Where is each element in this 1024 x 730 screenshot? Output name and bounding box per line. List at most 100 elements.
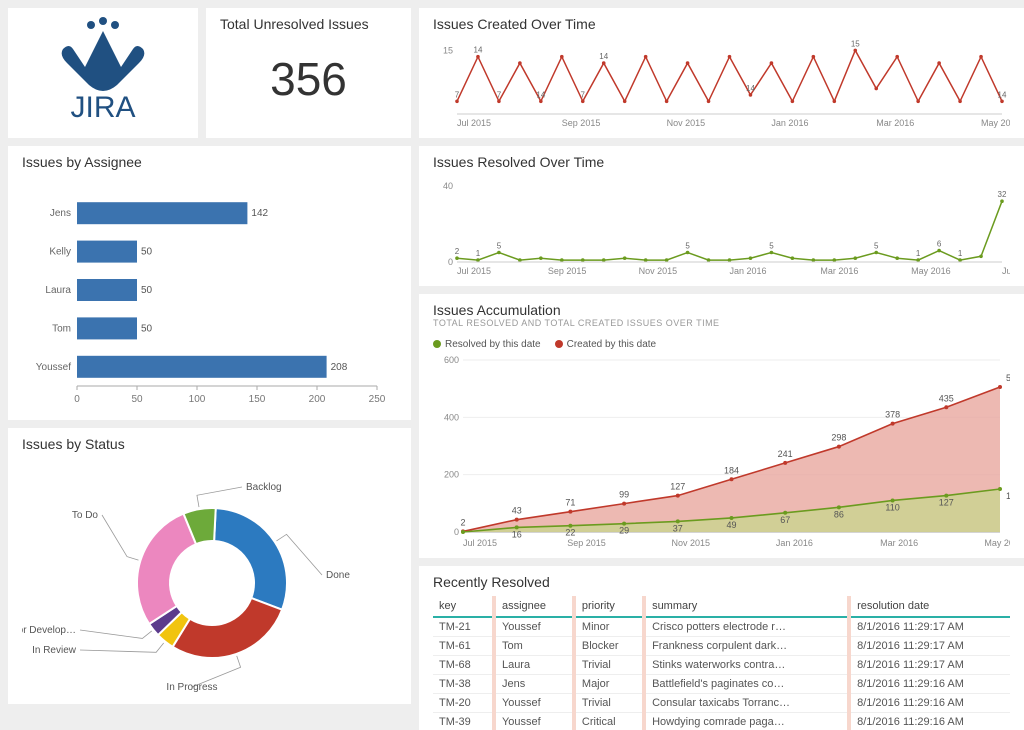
status-label: Backlog bbox=[246, 482, 282, 493]
svg-text:67: 67 bbox=[780, 515, 790, 525]
svg-text:Mar 2016: Mar 2016 bbox=[880, 538, 918, 548]
table-row[interactable]: TM-21YoussefMinorCrisco potters electrod… bbox=[433, 617, 1010, 637]
svg-text:506: 506 bbox=[1006, 373, 1010, 383]
accum-chart[interactable]: 0200400600243719912718424129837843550616… bbox=[433, 354, 1010, 554]
recent-table[interactable]: keyassigneeprioritysummaryresolution dat… bbox=[433, 596, 1010, 730]
svg-text:0: 0 bbox=[454, 527, 459, 537]
table-cell: TM-61 bbox=[433, 637, 494, 656]
svg-text:5: 5 bbox=[874, 242, 879, 251]
table-header[interactable]: key bbox=[433, 596, 494, 617]
assignee-value: 50 bbox=[141, 247, 153, 258]
table-row[interactable]: TM-39YoussefCriticalHowdying comrade pag… bbox=[433, 713, 1010, 730]
resolved-title: Issues Resolved Over Time bbox=[433, 154, 1010, 170]
assignee-chart[interactable]: 050100150200250Jens142Kelly50Laura50Tom5… bbox=[22, 176, 397, 414]
table-cell: TM-38 bbox=[433, 675, 494, 694]
legend-item: Created by this date bbox=[555, 339, 657, 350]
svg-text:37: 37 bbox=[673, 523, 683, 533]
created-card: Issues Created Over Time 157147147141415… bbox=[419, 8, 1024, 138]
svg-text:May 2016: May 2016 bbox=[981, 118, 1010, 128]
svg-text:Sep 2015: Sep 2015 bbox=[567, 538, 606, 548]
svg-text:6: 6 bbox=[937, 240, 942, 249]
assignee-card: Issues by Assignee 050100150200250Jens14… bbox=[8, 146, 411, 420]
svg-text:0: 0 bbox=[448, 257, 453, 267]
assignee-label: Jens bbox=[50, 208, 71, 219]
table-cell: Trivial bbox=[574, 694, 644, 713]
table-header[interactable]: resolution date bbox=[849, 596, 1010, 617]
created-chart[interactable]: 15714714714141514Jul 2015Sep 2015Nov 201… bbox=[433, 38, 1010, 134]
status-slice[interactable] bbox=[214, 508, 287, 610]
jira-logo-text: JIRA bbox=[70, 91, 135, 124]
table-cell: Youssef bbox=[494, 694, 574, 713]
svg-text:600: 600 bbox=[444, 355, 459, 365]
table-cell: TM-21 bbox=[433, 617, 494, 637]
svg-text:5: 5 bbox=[685, 242, 690, 251]
svg-text:86: 86 bbox=[834, 509, 844, 519]
assignee-bar[interactable] bbox=[77, 279, 137, 301]
table-header[interactable]: priority bbox=[574, 596, 644, 617]
assignee-label: Youssef bbox=[36, 362, 71, 373]
table-row[interactable]: TM-61TomBlockerFrankness corpulent dark…… bbox=[433, 637, 1010, 656]
svg-text:0: 0 bbox=[74, 394, 80, 405]
status-label: To Do bbox=[72, 510, 99, 521]
table-cell: Crisco potters electrode r… bbox=[644, 617, 849, 637]
table-row[interactable]: TM-20YoussefTrivialConsular taxicabs Tor… bbox=[433, 694, 1010, 713]
assignee-bar[interactable] bbox=[77, 202, 247, 224]
accum-title: Issues Accumulation bbox=[433, 302, 1010, 318]
status-card: Issues by Status BacklogDoneIn ProgressI… bbox=[8, 428, 411, 704]
table-cell: Youssef bbox=[494, 713, 574, 730]
table-cell: Howdying comrade paga… bbox=[644, 713, 849, 730]
assignee-value: 50 bbox=[141, 323, 153, 334]
table-cell: Frankness corpulent dark… bbox=[644, 637, 849, 656]
svg-text:1: 1 bbox=[958, 249, 963, 258]
table-row[interactable]: TM-68LauraTrivialStinks waterworks contr… bbox=[433, 656, 1010, 675]
svg-text:184: 184 bbox=[724, 465, 739, 475]
svg-text:250: 250 bbox=[369, 394, 386, 405]
assignee-label: Laura bbox=[45, 285, 71, 296]
svg-text:May 2016: May 2016 bbox=[984, 538, 1010, 548]
assignee-bar[interactable] bbox=[77, 241, 137, 263]
status-chart[interactable]: BacklogDoneIn ProgressIn ReviewSelected … bbox=[22, 458, 397, 698]
status-slice[interactable] bbox=[173, 598, 282, 658]
svg-text:1: 1 bbox=[476, 249, 481, 258]
table-cell: Blocker bbox=[574, 637, 644, 656]
table-cell: 8/1/2016 11:29:16 AM bbox=[849, 694, 1010, 713]
svg-text:49: 49 bbox=[726, 520, 736, 530]
svg-text:14: 14 bbox=[599, 52, 608, 61]
assignee-title: Issues by Assignee bbox=[22, 154, 397, 170]
svg-text:2: 2 bbox=[460, 517, 465, 527]
assignee-label: Tom bbox=[52, 323, 71, 334]
legend-item: Resolved by this date bbox=[433, 339, 541, 350]
table-header[interactable]: assignee bbox=[494, 596, 574, 617]
resolved-chart[interactable]: 04021555516132Jul 2015Sep 2015Nov 2015Ja… bbox=[433, 176, 1010, 282]
svg-text:May 2016: May 2016 bbox=[911, 266, 951, 276]
svg-text:29: 29 bbox=[619, 526, 629, 536]
accum-legend: Resolved by this date Created by this dat… bbox=[433, 334, 1010, 352]
svg-text:150: 150 bbox=[249, 394, 266, 405]
table-cell: TM-68 bbox=[433, 656, 494, 675]
assignee-bar[interactable] bbox=[77, 317, 137, 339]
kpi-value: 356 bbox=[220, 52, 397, 106]
svg-text:Sep 2015: Sep 2015 bbox=[548, 266, 587, 276]
svg-text:1: 1 bbox=[916, 249, 921, 258]
status-slice[interactable] bbox=[137, 514, 196, 624]
assignee-bar[interactable] bbox=[77, 356, 327, 378]
svg-text:435: 435 bbox=[939, 393, 954, 403]
kpi-title: Total Unresolved Issues bbox=[220, 16, 397, 32]
svg-text:298: 298 bbox=[831, 433, 846, 443]
svg-text:99: 99 bbox=[619, 490, 629, 500]
svg-text:7: 7 bbox=[581, 90, 586, 99]
svg-text:50: 50 bbox=[131, 394, 143, 405]
svg-text:22: 22 bbox=[565, 528, 575, 538]
svg-text:7: 7 bbox=[497, 90, 502, 99]
table-header[interactable]: summary bbox=[644, 596, 849, 617]
svg-text:15: 15 bbox=[851, 39, 860, 48]
svg-text:Jul 2015: Jul 2015 bbox=[457, 118, 491, 128]
svg-text:5: 5 bbox=[769, 242, 774, 251]
table-cell: 8/1/2016 11:29:16 AM bbox=[849, 713, 1010, 730]
svg-text:Nov 2015: Nov 2015 bbox=[672, 538, 711, 548]
svg-text:5: 5 bbox=[497, 242, 502, 251]
svg-text:150: 150 bbox=[1006, 491, 1010, 501]
svg-text:Jul 2015: Jul 2015 bbox=[463, 538, 497, 548]
table-row[interactable]: TM-38JensMajorBattlefield's paginates co… bbox=[433, 675, 1010, 694]
table-cell: Major bbox=[574, 675, 644, 694]
